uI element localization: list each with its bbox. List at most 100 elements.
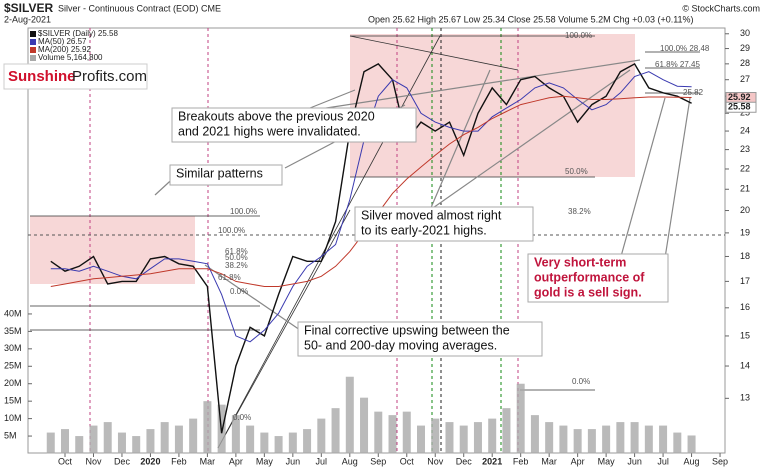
y-tick-label: 13 <box>740 393 750 403</box>
volume-bar <box>545 422 554 454</box>
y2-tick-label: 30M <box>4 343 22 353</box>
volume-bar <box>117 432 126 454</box>
y-tick-label: 22 <box>740 163 750 173</box>
trend-line <box>217 35 441 449</box>
x-tick-label: Feb <box>513 456 529 466</box>
y-tick-label: 28 <box>740 58 750 68</box>
volume-bar <box>303 429 312 454</box>
callout-line <box>619 97 666 261</box>
volume-bar <box>331 408 340 454</box>
x-tick-label: Aug <box>684 456 700 466</box>
y-tick-label: 24 <box>740 125 750 135</box>
volume-bar <box>174 425 183 454</box>
fib-label: 100.0% <box>230 207 257 216</box>
volume-bar <box>61 429 69 454</box>
volume-bar <box>374 411 383 454</box>
volume-bar <box>502 408 511 454</box>
x-tick-label: Dec <box>456 456 473 466</box>
y2-tick-label: 20M <box>4 378 22 388</box>
x-tick-label: Sep <box>370 456 386 466</box>
volume-bar <box>573 429 582 454</box>
fib-label: 25.82 <box>683 88 704 97</box>
volume-bar <box>146 429 155 454</box>
fib-label: 61.8% <box>218 273 241 282</box>
volume-bar <box>559 425 568 454</box>
credit: © StockCharts.com <box>682 3 760 13</box>
volume-bar <box>417 425 425 454</box>
y-tick-label: 27 <box>740 74 750 84</box>
x-tick-label: Feb <box>171 456 187 466</box>
legend-entry: MA(50) 26.57 <box>38 37 87 46</box>
x-tick-label: Jun <box>627 456 642 466</box>
chart-subtitle: Silver - Continuous Contract (EOD) CME <box>58 3 221 13</box>
fib-label: 0.0% <box>233 413 251 422</box>
x-tick-label: Nov <box>85 456 102 466</box>
fib-label: 38.2% <box>568 207 591 216</box>
volume-bar <box>274 436 283 454</box>
annotation-text: Breakouts above the previous 2020 <box>178 109 375 123</box>
legend-swatch <box>30 47 36 53</box>
y-tick-label: 30 <box>740 28 750 38</box>
price-flag <box>725 101 757 113</box>
volume-bar <box>345 376 354 454</box>
legend-entry: $SILVER (Daily) 25.58 <box>38 29 118 38</box>
y2-tick-label: 25M <box>4 361 22 371</box>
x-tick-label: May <box>256 456 274 466</box>
shaded-zone <box>350 34 635 177</box>
volume-bar <box>687 435 696 454</box>
volume-bar <box>402 411 411 454</box>
logo-text: Sunshine <box>8 68 76 85</box>
price-flag-label: 25.92 <box>728 92 751 102</box>
fib-label: 61.8% <box>225 247 248 256</box>
volume-bar <box>388 415 397 454</box>
x-tick-label: Oct <box>58 456 73 466</box>
annotation-text: to its early-2021 highs. <box>361 223 487 237</box>
annotation-text: outperformance of <box>534 270 645 284</box>
annotation-text: Silver moved almost right <box>361 208 502 222</box>
price-line <box>50 62 692 434</box>
logo-box <box>3 63 148 90</box>
x-tick-label: Jun <box>286 456 301 466</box>
x-tick-label: Apr <box>229 456 243 466</box>
fib-lines <box>30 35 700 449</box>
fib-label: 0.0% <box>230 287 248 296</box>
legend-swatch <box>30 55 36 61</box>
volume-bar <box>530 415 539 454</box>
chart-title: $SILVER <box>4 1 53 15</box>
y2-tick-label: 35M <box>4 326 22 336</box>
annotation-box <box>527 253 669 303</box>
volume-bar <box>189 418 198 454</box>
y-tick-label: 15 <box>740 330 750 340</box>
callout-line <box>429 69 491 211</box>
volume-bar <box>103 422 112 454</box>
y-tick-label: 29 <box>740 43 750 53</box>
price-flag-label: 25.58 <box>728 102 751 112</box>
volume-bar <box>431 418 440 454</box>
legend-entry: MA(200) 25.92 <box>38 45 91 54</box>
volume-bar <box>602 425 611 454</box>
y2-tick-label: 15M <box>4 396 22 406</box>
x-tick-label: Jul <box>316 456 328 466</box>
annotation-text: Similar patterns <box>176 166 263 180</box>
callout-line <box>429 69 631 211</box>
volume-bar <box>673 432 682 454</box>
y-tick-label: 20 <box>740 205 750 215</box>
fib-label: 100.0% <box>218 226 245 235</box>
volume-bar <box>516 383 525 454</box>
volume-bar <box>288 432 297 454</box>
shaded-zone <box>30 216 195 284</box>
fib-label: 100.0% <box>565 31 592 40</box>
volume-bar <box>231 415 240 454</box>
x-tick-label: Apr <box>571 456 585 466</box>
legend-swatch <box>30 31 36 37</box>
x-tick-label: Mar <box>200 456 216 466</box>
annotation-box <box>171 107 417 143</box>
legend-entry: Volume 5,164,800 <box>38 53 103 62</box>
y-tick-label: 23 <box>740 144 750 154</box>
x-tick-label: Nov <box>427 456 444 466</box>
x-tick-label: Sep <box>712 456 728 466</box>
volume-bar <box>630 422 639 454</box>
volume-bar <box>160 422 169 454</box>
fib-label: 0.0% <box>572 377 590 386</box>
